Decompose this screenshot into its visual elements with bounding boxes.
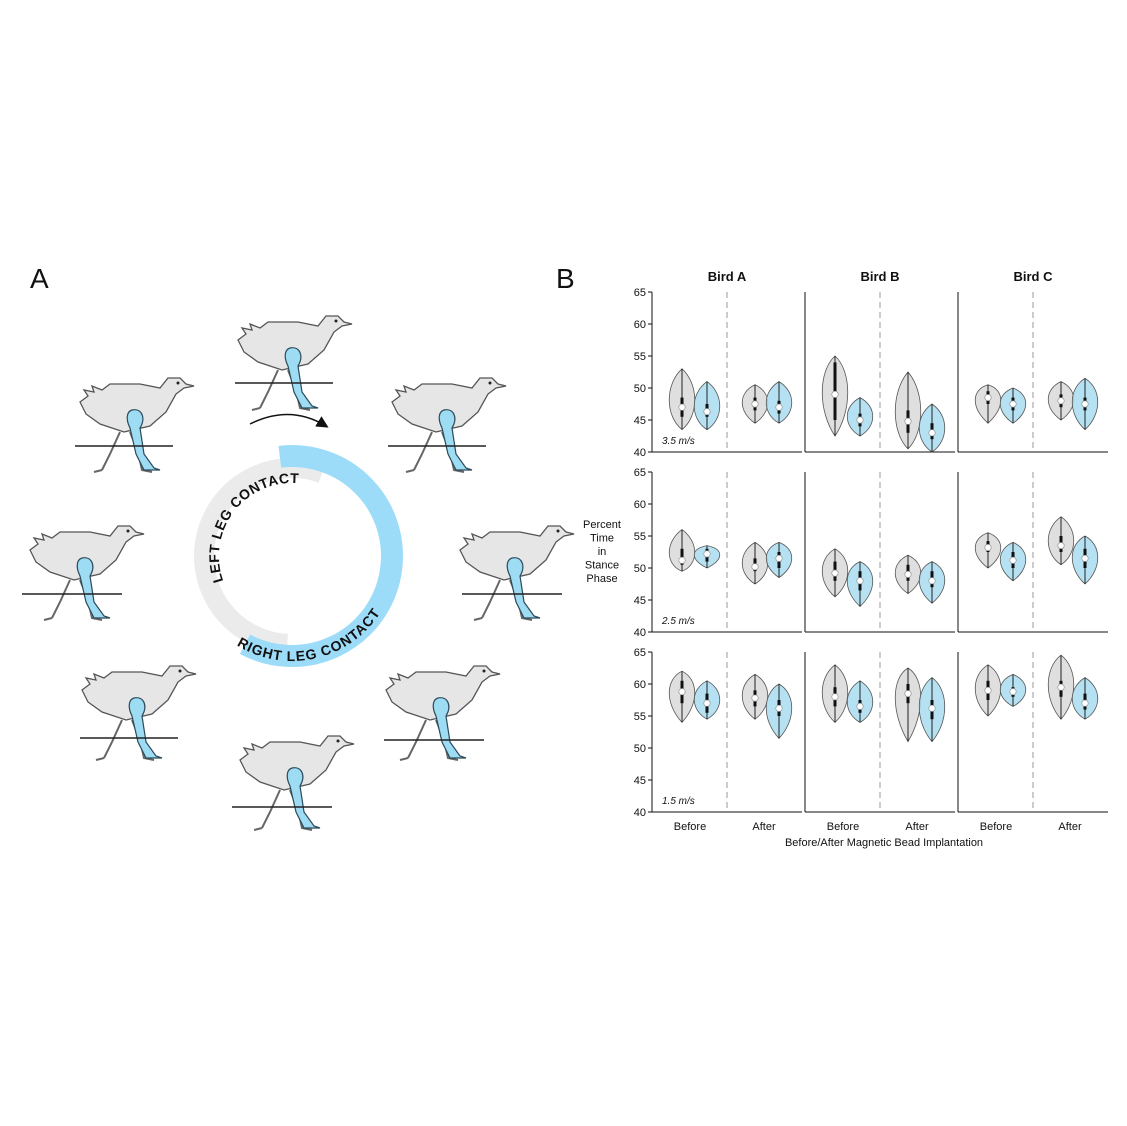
median-dot	[856, 416, 864, 424]
median-dot	[751, 694, 759, 702]
median-dot	[678, 403, 686, 411]
median-dot	[703, 699, 711, 707]
column-title: Bird C	[1014, 269, 1054, 284]
median-dot	[856, 702, 864, 710]
y-tick-label: 60	[634, 319, 646, 331]
median-dot	[678, 556, 686, 564]
y-axis-title-line: Stance	[585, 560, 619, 572]
panel-b: B Before/After Magnetic Bead Implantatio…	[556, 263, 1108, 849]
y-tick-label: 50	[634, 383, 646, 395]
y-tick-label: 55	[634, 531, 646, 543]
median-dot	[1057, 683, 1065, 691]
x-tick-label: After	[1058, 821, 1082, 833]
median-dot	[1057, 397, 1065, 405]
y-tick-label: 55	[634, 351, 646, 363]
median-dot	[928, 577, 936, 585]
median-dot	[856, 577, 864, 585]
left-leg-label: LEFT LEG CONTACT	[206, 470, 300, 585]
panel-label: B	[556, 263, 575, 294]
median-dot	[703, 408, 711, 416]
x-tick-label: Before	[827, 821, 859, 833]
median-dot	[928, 429, 936, 437]
right-contact-arc	[239, 445, 403, 667]
y-tick-label: 60	[634, 499, 646, 511]
x-tick-label: Before	[980, 821, 1012, 833]
y-axis-title: Percent Time in Stance Phase	[583, 519, 621, 585]
y-axis-title-line: Percent	[583, 519, 621, 531]
y-tick-label: 50	[634, 563, 646, 575]
speed-label: 2.5 m/s	[661, 616, 695, 627]
x-tick-label: Before	[674, 821, 706, 833]
panel-label: A	[30, 263, 49, 294]
y-tick-label: 45	[634, 775, 646, 787]
y-tick-label: 40	[634, 627, 646, 639]
median-dot	[831, 390, 839, 398]
speed-label: 1.5 m/s	[662, 796, 695, 807]
median-dot	[1081, 554, 1089, 562]
median-dot	[904, 570, 912, 578]
median-dot	[928, 704, 936, 712]
y-tick-label: 50	[634, 743, 646, 755]
median-dot	[831, 569, 839, 577]
median-dot	[703, 550, 711, 558]
y-tick-label: 40	[634, 807, 646, 819]
median-dot	[775, 554, 783, 562]
speed-label: 3.5 m/s	[662, 436, 695, 447]
median-dot	[1081, 400, 1089, 408]
column-title: Bird A	[708, 269, 747, 284]
y-axis-title-line: in	[598, 546, 607, 558]
y-tick-label: 45	[634, 415, 646, 427]
y-tick-label: 55	[634, 711, 646, 723]
x-axis-title: Before/After Magnetic Bead Implantation	[785, 837, 983, 849]
x-tick-label: After	[905, 821, 929, 833]
median-dot	[1009, 400, 1017, 408]
cycle-arrow	[249, 413, 329, 428]
left-contact-arc	[194, 458, 326, 654]
median-dot	[1057, 542, 1065, 550]
median-dot	[678, 688, 686, 696]
median-dot	[984, 686, 992, 694]
y-tick-label: 45	[634, 595, 646, 607]
median-dot	[775, 704, 783, 712]
y-tick-label: 40	[634, 447, 646, 459]
median-dot	[1081, 699, 1089, 707]
median-dot	[1009, 688, 1017, 696]
left-leg-text: LEFT LEG CONTACT	[206, 470, 299, 585]
median-dot	[984, 394, 992, 402]
x-tick-label: After	[752, 821, 776, 833]
y-axis-title-line: Time	[590, 533, 614, 545]
y-tick-label: 60	[634, 679, 646, 691]
y-tick-label: 65	[634, 647, 646, 659]
panel-a: A LEFT LEG CONTACT RIGHT LEG CONTACT	[22, 263, 575, 831]
y-axis-title-line: Phase	[586, 573, 617, 585]
median-dot	[904, 417, 912, 425]
median-dot	[751, 563, 759, 571]
median-dot	[775, 403, 783, 411]
column-title: Bird B	[861, 269, 900, 284]
y-tick-label: 65	[634, 287, 646, 299]
median-dot	[904, 690, 912, 698]
median-dot	[984, 544, 992, 552]
bird-illustrations	[22, 315, 575, 831]
median-dot	[831, 693, 839, 701]
median-dot	[751, 400, 759, 408]
median-dot	[1009, 556, 1017, 564]
y-tick-label: 65	[634, 467, 646, 479]
